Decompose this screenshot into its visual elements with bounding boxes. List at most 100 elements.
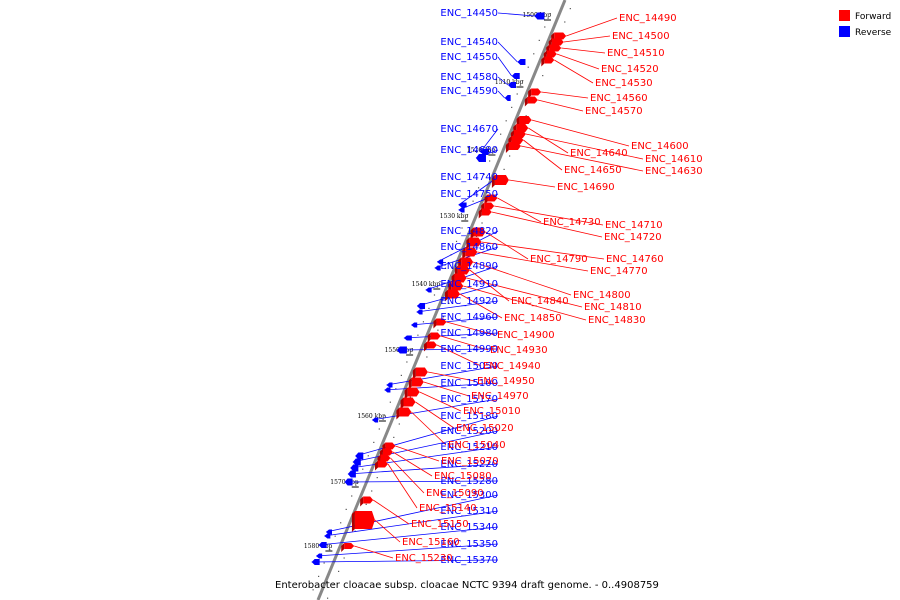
- leader-line: [324, 510, 499, 537]
- leader-line: [446, 321, 496, 336]
- forward-gene-label: ENC_14490: [619, 13, 677, 24]
- scale-dot: [542, 75, 544, 77]
- reverse-gene-arrow: [411, 322, 418, 328]
- forward-gene-label: ENC_14850: [504, 313, 562, 324]
- leader-line: [386, 365, 499, 386]
- reverse-gene-arrow: [434, 265, 441, 271]
- legend-reverse-swatch: [839, 26, 850, 37]
- reverse-gene-label: ENC_15050: [440, 361, 498, 372]
- leader-line: [508, 179, 556, 188]
- reverse-gene-arrow: [437, 259, 444, 265]
- reverse-gene-label: ENC_14910: [440, 279, 498, 290]
- reverse-gene-label: ENC_14590: [440, 86, 498, 97]
- scale-dot: [525, 115, 527, 117]
- scale-dot: [340, 522, 342, 524]
- scale-dot: [509, 155, 511, 157]
- reverse-gene-arrow: [458, 207, 465, 213]
- scale-dot: [527, 66, 529, 68]
- leader-line: [561, 47, 606, 54]
- forward-gene-arrow: [461, 257, 474, 267]
- reverse-gene-arrow: [534, 12, 545, 20]
- forward-gene-arrow: [549, 44, 562, 52]
- reverse-gene-arrow: [350, 464, 359, 472]
- leader-line: [497, 12, 535, 17]
- reverse-gene-label: ENC_14740: [440, 172, 498, 183]
- forward-gene-arrow: [527, 96, 538, 104]
- reverse-gene-arrow: [316, 553, 323, 559]
- reverse-gene-arrow: [372, 417, 379, 423]
- scale-dot: [351, 495, 353, 497]
- scale-dot: [477, 187, 480, 189]
- forward-gene-label: ENC_14970: [471, 391, 529, 402]
- leader-line: [556, 53, 600, 70]
- forward-gene-label: ENC_14530: [595, 78, 653, 89]
- scale-dot: [505, 120, 507, 122]
- reverse-gene-arrow: [347, 470, 356, 478]
- forward-gene-arrow: [554, 32, 567, 40]
- leader-line: [541, 91, 589, 99]
- forward-gene-label: ENC_14640: [570, 148, 628, 159]
- reverse-gene-arrow: [480, 149, 489, 155]
- reverse-gene-label: ENC_14860: [440, 242, 498, 253]
- forward-gene-arrow: [344, 543, 355, 549]
- forward-gene-arrow: [430, 332, 441, 340]
- forward-gene-shade: [351, 511, 355, 532]
- forward-gene-shade: [433, 318, 437, 329]
- scale-dot: [442, 316, 445, 318]
- reverse-gene-arrow: [425, 287, 432, 293]
- scale-dot: [538, 39, 540, 41]
- leader-line: [473, 261, 572, 296]
- scale-dot: [398, 423, 400, 425]
- forward-gene-label: ENC_15160: [402, 537, 460, 548]
- leader-line: [419, 391, 462, 412]
- forward-gene-label: ENC_14510: [607, 48, 665, 59]
- scale-dot: [455, 240, 458, 242]
- leader-line: [372, 499, 410, 525]
- leader-line: [372, 398, 499, 421]
- leader-line: [523, 139, 563, 171]
- leader-line: [459, 293, 503, 319]
- scale-dot: [323, 562, 325, 564]
- forward-gene-arrow: [411, 377, 424, 387]
- forward-gene-label: ENC_14770: [590, 266, 648, 277]
- reverse-gene-arrow: [458, 202, 467, 208]
- forward-gene-label: ENC_14500: [612, 31, 670, 42]
- scale-dot: [393, 436, 395, 438]
- forward-gene-arrow: [451, 281, 464, 291]
- forward-gene-arrow: [487, 194, 498, 202]
- reverse-gene-arrow: [324, 533, 331, 539]
- forward-gene-arrow: [457, 265, 470, 275]
- reverse-gene-label: ENC_14540: [440, 37, 498, 48]
- legend-forward-swatch: [839, 10, 850, 21]
- tick-label: 1560 kbp: [357, 413, 386, 420]
- forward-gene-arrow: [508, 142, 521, 150]
- forward-gene-arrow: [469, 237, 482, 247]
- scale-dot: [409, 396, 411, 398]
- leader-line: [318, 526, 499, 546]
- reverse-gene-label: ENC_15220: [440, 459, 498, 470]
- forward-gene-shade: [412, 367, 416, 380]
- forward-gene-arrow: [546, 50, 557, 58]
- forward-gene-label: ENC_14570: [585, 106, 643, 117]
- forward-gene-label: ENC_14600: [631, 141, 689, 152]
- forward-gene-label: ENC_14950: [477, 376, 535, 387]
- scale-dot: [389, 401, 391, 403]
- scale-dot: [371, 490, 373, 492]
- scale-dot: [428, 307, 430, 309]
- forward-gene-arrow: [363, 496, 374, 504]
- scale-dot: [318, 575, 320, 577]
- forward-gene-label: ENC_14930: [490, 345, 548, 356]
- forward-gene-label: ENC_14690: [557, 182, 615, 193]
- forward-gene-shade: [484, 194, 488, 205]
- scale-dot: [329, 549, 331, 551]
- leader-line: [311, 559, 499, 563]
- forward-gene-label: ENC_14800: [573, 290, 631, 301]
- scale-dot: [569, 8, 571, 10]
- reverse-gene-arrow: [384, 387, 391, 393]
- leader-line: [477, 251, 589, 272]
- reverse-gene-arrow: [508, 82, 517, 88]
- scale-dot: [564, 21, 566, 23]
- leader-line: [525, 133, 644, 160]
- leader-line: [316, 543, 499, 557]
- reverse-gene-arrow: [311, 559, 320, 565]
